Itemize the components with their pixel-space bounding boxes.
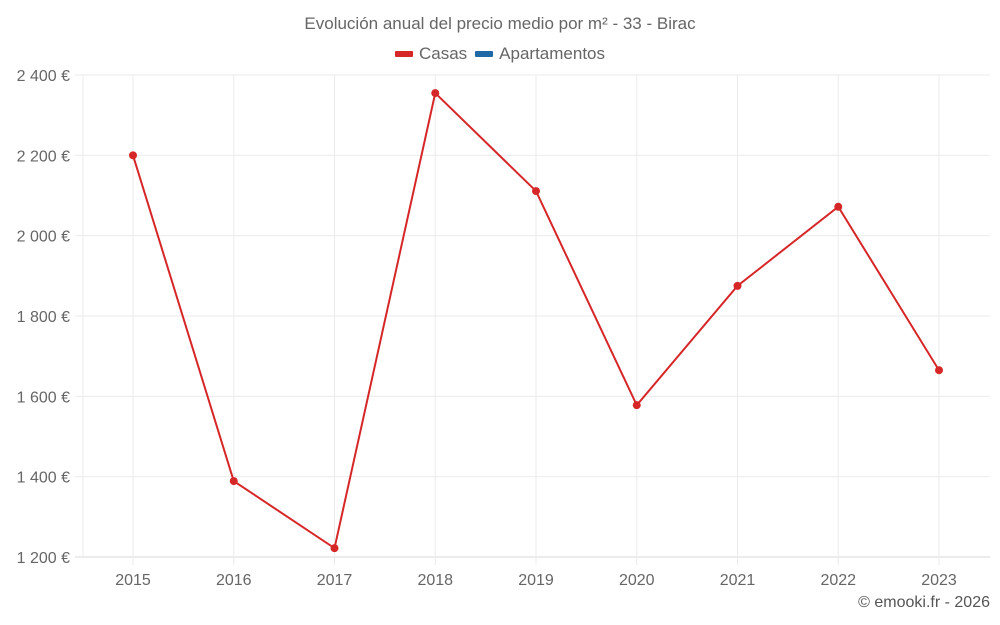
- y-tick-label: 2 400 €: [17, 68, 70, 85]
- data-point[interactable]: [834, 202, 843, 211]
- x-tick-label: 2015: [115, 572, 151, 589]
- data-point[interactable]: [935, 366, 943, 375]
- legend: Casas Apartamentos: [0, 44, 1000, 64]
- x-tick-label: 2022: [820, 572, 856, 589]
- y-tick-label: 2 000 €: [17, 229, 70, 246]
- y-tick-label: 2 200 €: [17, 148, 70, 165]
- data-point[interactable]: [733, 281, 742, 290]
- x-tick-label: 2016: [216, 572, 252, 589]
- legend-label-casas: Casas: [418, 44, 468, 63]
- data-point[interactable]: [632, 401, 641, 410]
- x-tick-label: 2020: [619, 572, 655, 589]
- data-point[interactable]: [431, 89, 440, 98]
- y-tick-label: 1 400 €: [17, 470, 70, 487]
- x-tick-label: 2021: [720, 572, 756, 589]
- y-axis: 1 200 € 1 400 € 1 600 € 1 800 € 2 000 € 2 200…: [17, 68, 70, 567]
- legend-swatch-casas: [394, 51, 413, 57]
- x-tick-label: 2018: [417, 572, 453, 589]
- data-point[interactable]: [330, 544, 339, 553]
- data-point[interactable]: [129, 151, 137, 160]
- gridlines: [75, 74, 990, 565]
- x-tick-label: 2023: [921, 572, 957, 589]
- x-tick-label: 2017: [317, 572, 353, 589]
- x-axis: 2015 2016 2017 2018 2019 2020 2021 2022 2023: [115, 572, 957, 589]
- y-tick-label: 1 600 €: [17, 389, 70, 406]
- legend-item-casas[interactable]: Casas: [394, 44, 468, 64]
- chart-title: Evolución anual del precio medio por m² …: [304, 14, 696, 33]
- x-tick-label: 2019: [518, 572, 554, 589]
- credit-text: © emooki.fr - 2026: [858, 594, 990, 611]
- y-tick-label: 1 800 €: [17, 309, 70, 326]
- legend-item-apartamentos[interactable]: Apartamentos: [475, 44, 605, 64]
- legend-swatch-apartamentos: [475, 51, 494, 57]
- data-point[interactable]: [229, 477, 238, 486]
- legend-label-apartamentos: Apartamentos: [499, 44, 606, 63]
- series-casas: [129, 89, 943, 553]
- data-point[interactable]: [532, 187, 540, 196]
- y-tick-label: 1 200 €: [17, 550, 70, 567]
